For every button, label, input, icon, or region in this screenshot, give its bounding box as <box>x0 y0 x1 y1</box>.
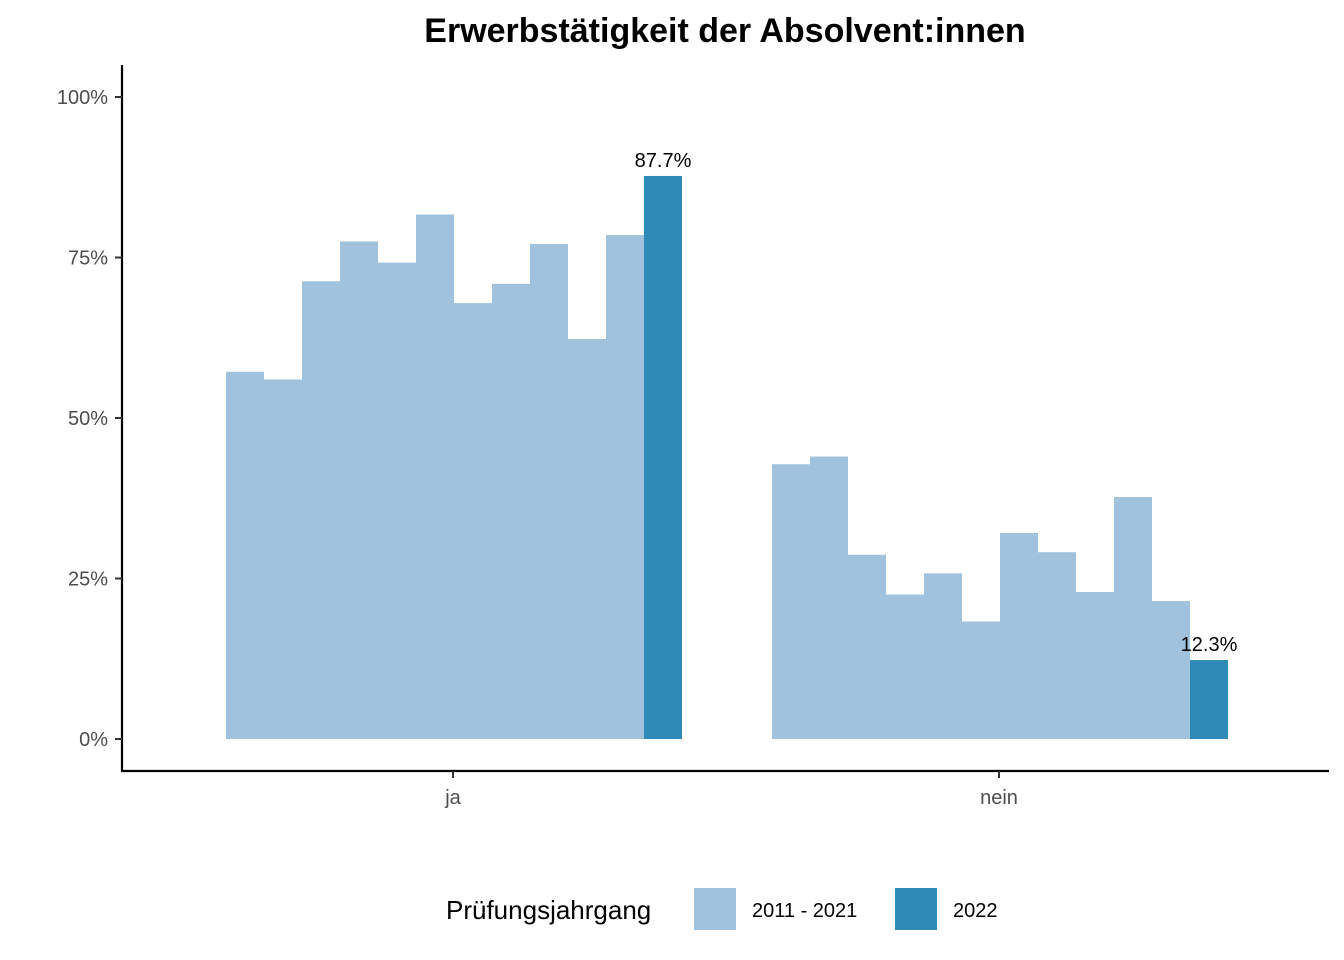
bar-ja-past-6 <box>416 214 454 740</box>
bar-nein-2022 <box>1190 660 1228 739</box>
bar-nein-past-2 <box>810 456 848 739</box>
bar-ja-past-5 <box>378 262 416 739</box>
x-tick-label-ja: ja <box>444 787 461 809</box>
chart-title: Erwerbstätigkeit der Absolvent:innen <box>424 12 1025 50</box>
bar-nein-past-6 <box>962 621 1000 739</box>
bar-ja-past-9 <box>530 244 568 739</box>
legend-label-2022: 2022 <box>953 900 998 922</box>
bar-nein-past-9 <box>1076 591 1114 739</box>
bar-ja-past-3 <box>302 281 340 739</box>
bar-nein-past-5 <box>924 573 962 739</box>
bar-nein-past-1 <box>772 464 810 739</box>
legend: Prüfungsjahrgang 2011 - 2021 2022 <box>446 888 998 930</box>
bar-ja-past-4 <box>340 241 378 739</box>
legend-title: Prüfungsjahrgang <box>446 895 651 925</box>
bar-nein-past-3 <box>848 554 886 739</box>
legend-swatch-2011-2021 <box>694 888 736 930</box>
data-labels-group: 87.7% 12.3% <box>635 150 1238 656</box>
bar-nein-past-10 <box>1114 496 1152 739</box>
bar-nein-past-8 <box>1038 552 1076 739</box>
bar-ja-past-10 <box>568 339 606 739</box>
bar-nein-past-11 <box>1152 600 1190 739</box>
bar-ja-past-11 <box>606 235 644 739</box>
y-axis: 0% 25% 50% 75% 100% <box>57 87 122 751</box>
y-tick-label-4: 100% <box>57 87 108 109</box>
bars-group <box>226 175 1228 740</box>
bar-ja-past-1 <box>226 371 264 739</box>
bar-nein-past-4 <box>886 594 924 739</box>
legend-swatch-2022 <box>895 888 937 930</box>
bar-ja-past-8 <box>492 283 530 739</box>
bar-nein-past-7 <box>1000 532 1038 739</box>
data-label-ja-2022: 87.7% <box>635 150 692 172</box>
legend-label-2011-2021: 2011 - 2021 <box>752 900 857 922</box>
x-axis: ja nein <box>444 771 1018 809</box>
y-tick-label-2: 50% <box>68 408 108 430</box>
y-tick-label-3: 75% <box>68 248 108 270</box>
x-tick-label-nein: nein <box>980 787 1018 809</box>
data-label-nein-2022: 12.3% <box>1181 634 1238 656</box>
y-tick-label-1: 25% <box>68 569 108 591</box>
bar-ja-2022 <box>644 175 682 739</box>
y-tick-label-0: 0% <box>79 729 108 751</box>
bar-ja-past-2 <box>264 379 302 739</box>
bar-ja-past-7 <box>454 303 492 739</box>
